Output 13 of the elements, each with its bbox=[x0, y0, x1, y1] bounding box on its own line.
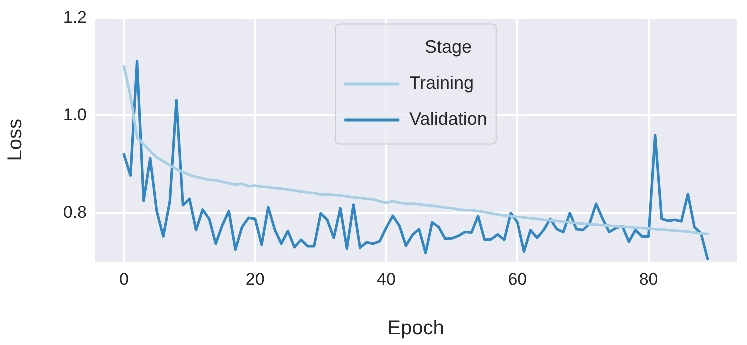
x-tick-label: 20 bbox=[246, 270, 265, 289]
legend-label: Training bbox=[410, 73, 474, 94]
y-tick-label: 0.8 bbox=[63, 202, 87, 222]
x-tick-label: 60 bbox=[508, 270, 528, 289]
legend-title: Stage bbox=[424, 37, 472, 58]
y-tick-label: 1.0 bbox=[63, 105, 87, 124]
y-axis-title: Loss bbox=[4, 118, 27, 162]
x-tick-label: 80 bbox=[639, 270, 658, 289]
x-axis-title: Epoch bbox=[388, 318, 444, 340]
x-tick-label: 40 bbox=[377, 270, 396, 289]
x-tick-label: 0 bbox=[119, 270, 129, 289]
y-tick-label: 1.2 bbox=[63, 8, 87, 27]
legend-label: Validation bbox=[410, 109, 488, 130]
